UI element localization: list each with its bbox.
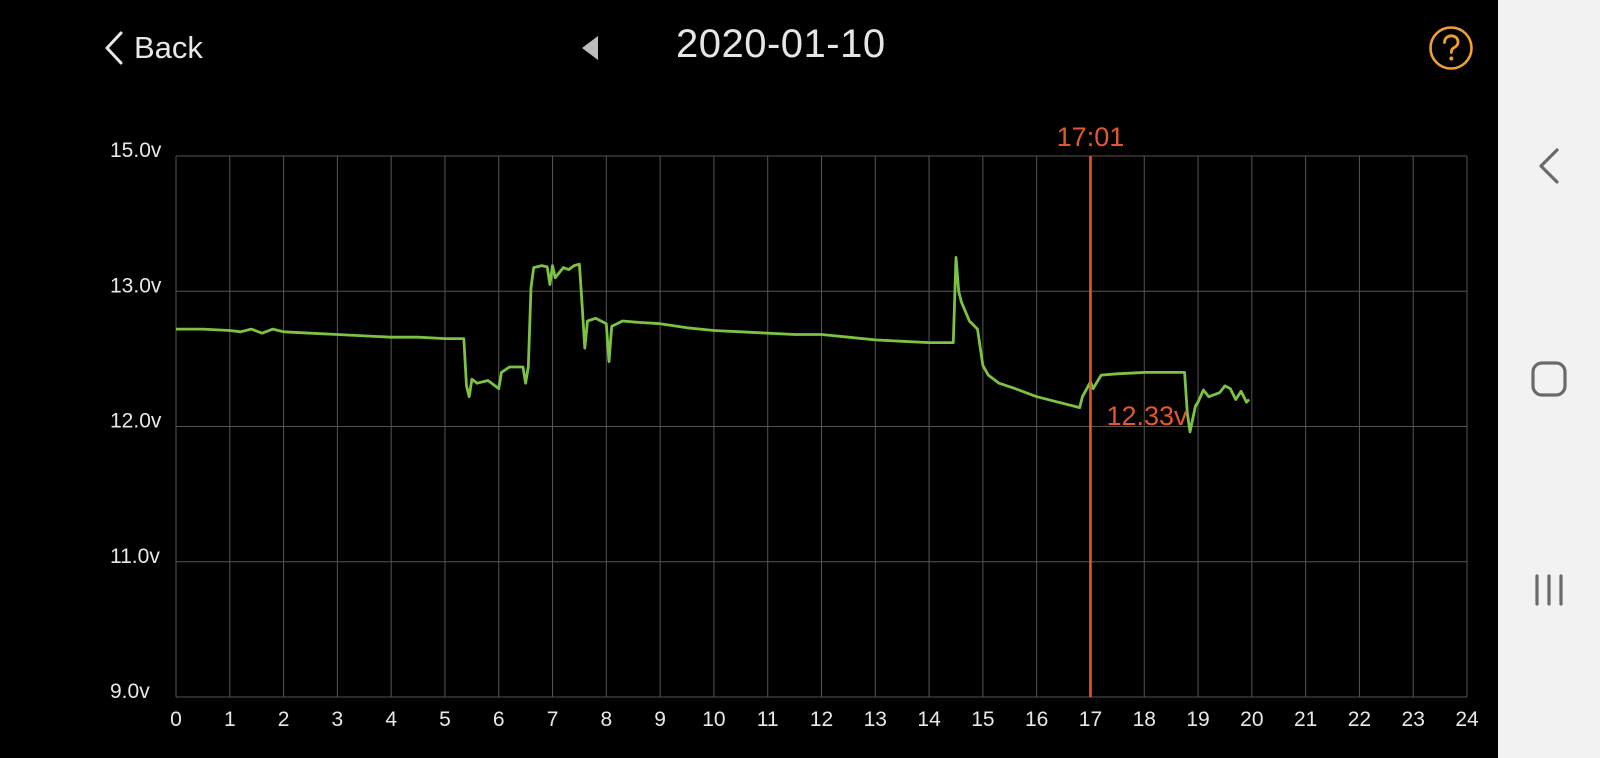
x-tick-label: 2: [278, 708, 290, 731]
recents-bars-icon[interactable]: [1532, 573, 1566, 607]
cursor-time-label: 17:01: [1057, 122, 1125, 152]
x-tick-label: 17: [1079, 708, 1102, 731]
chart-grid: [175, 155, 1468, 698]
x-tick-label: 20: [1240, 708, 1263, 731]
y-tick-label: 15.0v: [110, 139, 162, 162]
date-title: 2020-01-10: [676, 22, 886, 66]
system-navigation-bar: [1498, 0, 1600, 758]
x-tick-label: 3: [332, 708, 344, 731]
x-tick-label: 22: [1348, 708, 1371, 731]
x-tick-label: 24: [1455, 708, 1479, 731]
x-tick-label: 11: [757, 708, 779, 731]
previous-date-button[interactable]: [578, 32, 606, 64]
x-tick-label: 16: [1025, 708, 1048, 731]
y-tick-label: 12.0v: [110, 410, 162, 433]
x-tick-label: 6: [493, 708, 505, 731]
triangle-left-icon: [582, 36, 598, 60]
home-square-icon[interactable]: [1530, 360, 1568, 398]
x-tick-label: 12: [810, 708, 833, 731]
x-tick-label: 5: [439, 708, 451, 731]
voltage-line: [176, 255, 1251, 434]
x-tick-label: 0: [170, 708, 182, 731]
x-tick-label: 19: [1186, 708, 1209, 731]
question-circle-icon: [1429, 26, 1473, 70]
y-tick-label: 9.0v: [110, 680, 150, 703]
y-tick-label: 11.0v: [110, 545, 160, 568]
x-tick-label: 21: [1294, 708, 1317, 731]
chevron-left-icon: [105, 31, 123, 65]
back-button-label: Back: [134, 30, 203, 65]
cursor-value-label: 12.33v: [1106, 401, 1188, 431]
x-tick-label: 8: [600, 708, 612, 731]
x-axis-ticks: 0 1 2 3 4 5 6 7 8 9 10 11 12 13 14 15 16 17 18 19 20 21 22 23 24: [170, 708, 1479, 731]
app-screen: Back 2020-01-10 9.0v 11.0v 12.0v 13.0v 15.0v…: [0, 0, 1498, 758]
x-tick-label: 15: [971, 708, 994, 731]
back-button[interactable]: Back: [104, 26, 203, 70]
back-chevron-icon[interactable]: [1536, 146, 1562, 186]
x-tick-label: 1: [224, 708, 236, 731]
x-tick-label: 10: [702, 708, 725, 731]
x-tick-label: 14: [917, 708, 941, 731]
x-tick-label: 18: [1133, 708, 1156, 731]
x-tick-label: 13: [864, 708, 887, 731]
x-tick-label: 23: [1402, 708, 1425, 731]
y-axis-ticks: 9.0v 11.0v 12.0v 13.0v 15.0v: [110, 139, 162, 703]
x-tick-label: 4: [385, 708, 397, 731]
y-tick-label: 13.0v: [110, 274, 162, 297]
help-button[interactable]: [1428, 25, 1474, 71]
x-tick-label: 9: [654, 708, 666, 731]
x-tick-label: 7: [547, 708, 559, 731]
